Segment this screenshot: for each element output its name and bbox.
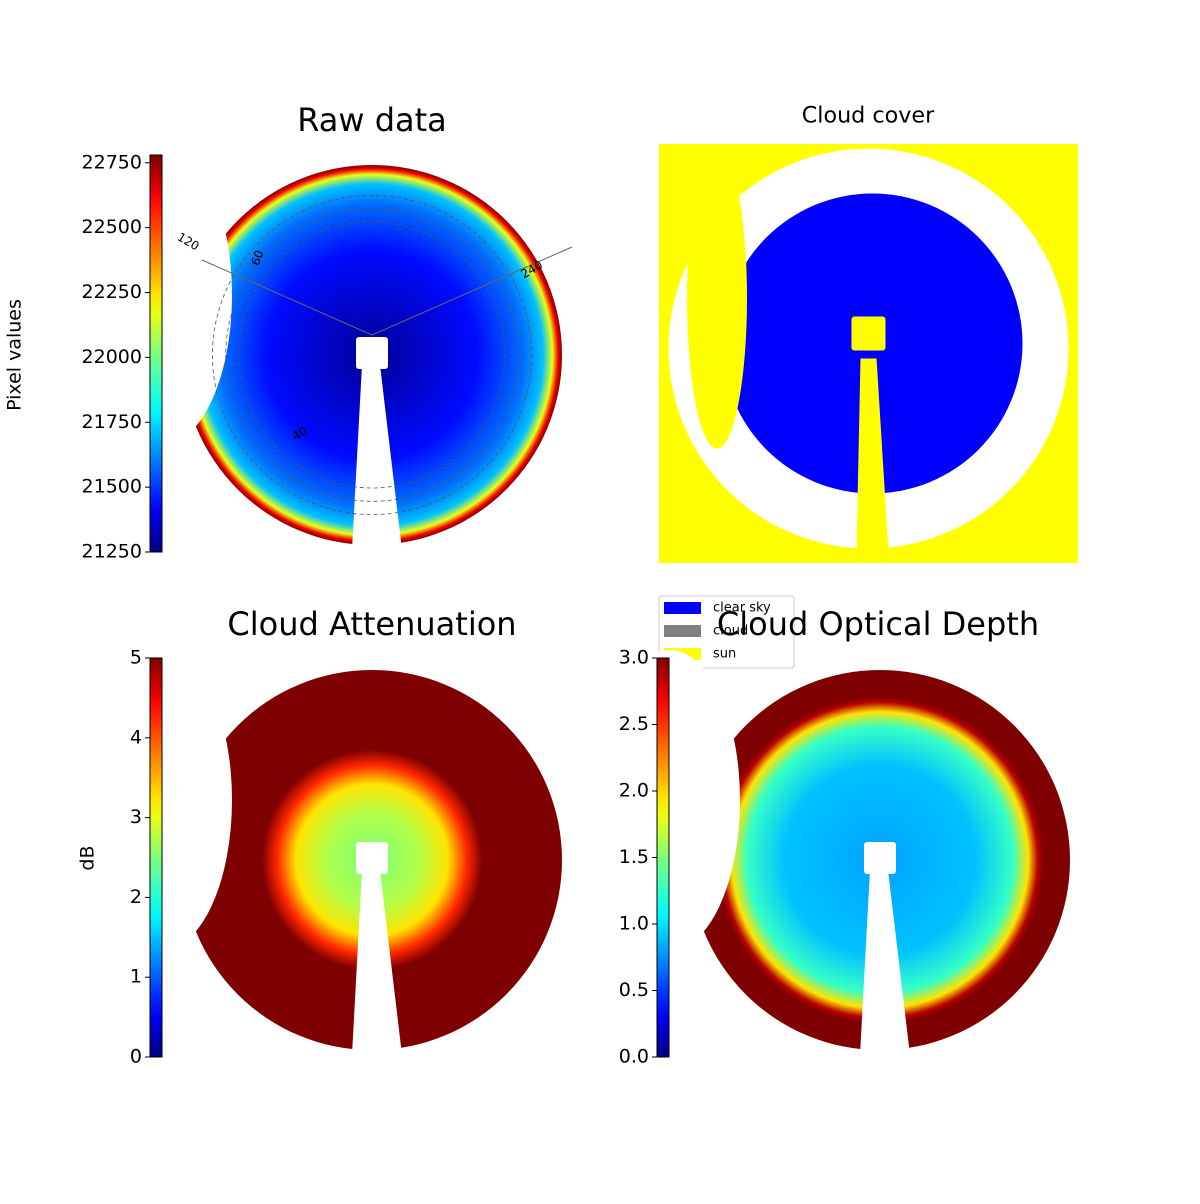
colorbar-tick-label: 3.0 bbox=[619, 647, 649, 669]
legend-label: sun bbox=[713, 647, 736, 662]
mast bbox=[352, 870, 402, 1055]
polar-axis bbox=[371, 246, 573, 336]
colorbar bbox=[656, 657, 670, 1058]
colorbar-tick-label: 22750 bbox=[82, 151, 142, 173]
colorbar-tick-label: 1.0 bbox=[619, 913, 649, 935]
polar-grid bbox=[211, 194, 533, 516]
colorbar-tick-label: 2.5 bbox=[619, 713, 649, 735]
colorbar-tick-label: 5 bbox=[130, 647, 142, 669]
polar-axis bbox=[201, 259, 373, 336]
colorbar-tick-label: 4 bbox=[130, 726, 142, 748]
colorbar bbox=[149, 657, 163, 1058]
colorbar-tick-label: 0.5 bbox=[619, 979, 649, 1001]
colorbar-tick-label: 21500 bbox=[82, 476, 142, 498]
mast-region bbox=[856, 358, 889, 551]
mast bbox=[352, 365, 402, 550]
camera-region bbox=[851, 316, 886, 351]
camera bbox=[356, 337, 388, 369]
colorbar-tick-label: 21250 bbox=[82, 541, 142, 563]
colorbar-tick-label: 1.5 bbox=[619, 846, 649, 868]
legend-label: clear sky bbox=[713, 601, 771, 616]
colorbar-tick-label: 0.0 bbox=[619, 1046, 649, 1068]
camera bbox=[864, 842, 896, 874]
mast bbox=[860, 870, 910, 1055]
colorbar-tick-label: 22500 bbox=[82, 216, 142, 238]
legend-swatch bbox=[664, 625, 701, 637]
colorbar-tick-label: 21750 bbox=[82, 411, 142, 433]
camera bbox=[356, 842, 388, 874]
panel-title: Cloud Attenuation bbox=[227, 605, 516, 643]
left-region bbox=[687, 148, 747, 449]
colorbar-tick-label: 1 bbox=[130, 966, 142, 988]
colorbar-tick-label: 22250 bbox=[82, 281, 142, 303]
colorbar-tick-label: 22000 bbox=[82, 346, 142, 368]
polar-label: 40 bbox=[290, 424, 310, 444]
colorbar-tick-label: 0 bbox=[130, 1046, 142, 1068]
panel-title: Cloud Optical Depth bbox=[717, 605, 1039, 643]
colorbar bbox=[149, 154, 163, 553]
polar-grid bbox=[225, 208, 519, 502]
panel-title: Raw data bbox=[297, 101, 447, 139]
colorbar-tick-label: 3 bbox=[130, 806, 142, 828]
polar-label: 60 bbox=[248, 248, 266, 267]
panel-title: Cloud cover bbox=[802, 103, 935, 129]
colorbar-label: dB bbox=[77, 845, 99, 870]
polar-grid bbox=[238, 221, 506, 489]
colorbar-tick-label: 2.0 bbox=[619, 780, 649, 802]
colorbar-tick-label: 2 bbox=[130, 886, 142, 908]
legend-swatch bbox=[664, 602, 701, 614]
colorbar-label: Pixel values bbox=[4, 299, 26, 411]
legend-label: cloud bbox=[713, 624, 748, 639]
obstruction bbox=[600, 650, 740, 950]
